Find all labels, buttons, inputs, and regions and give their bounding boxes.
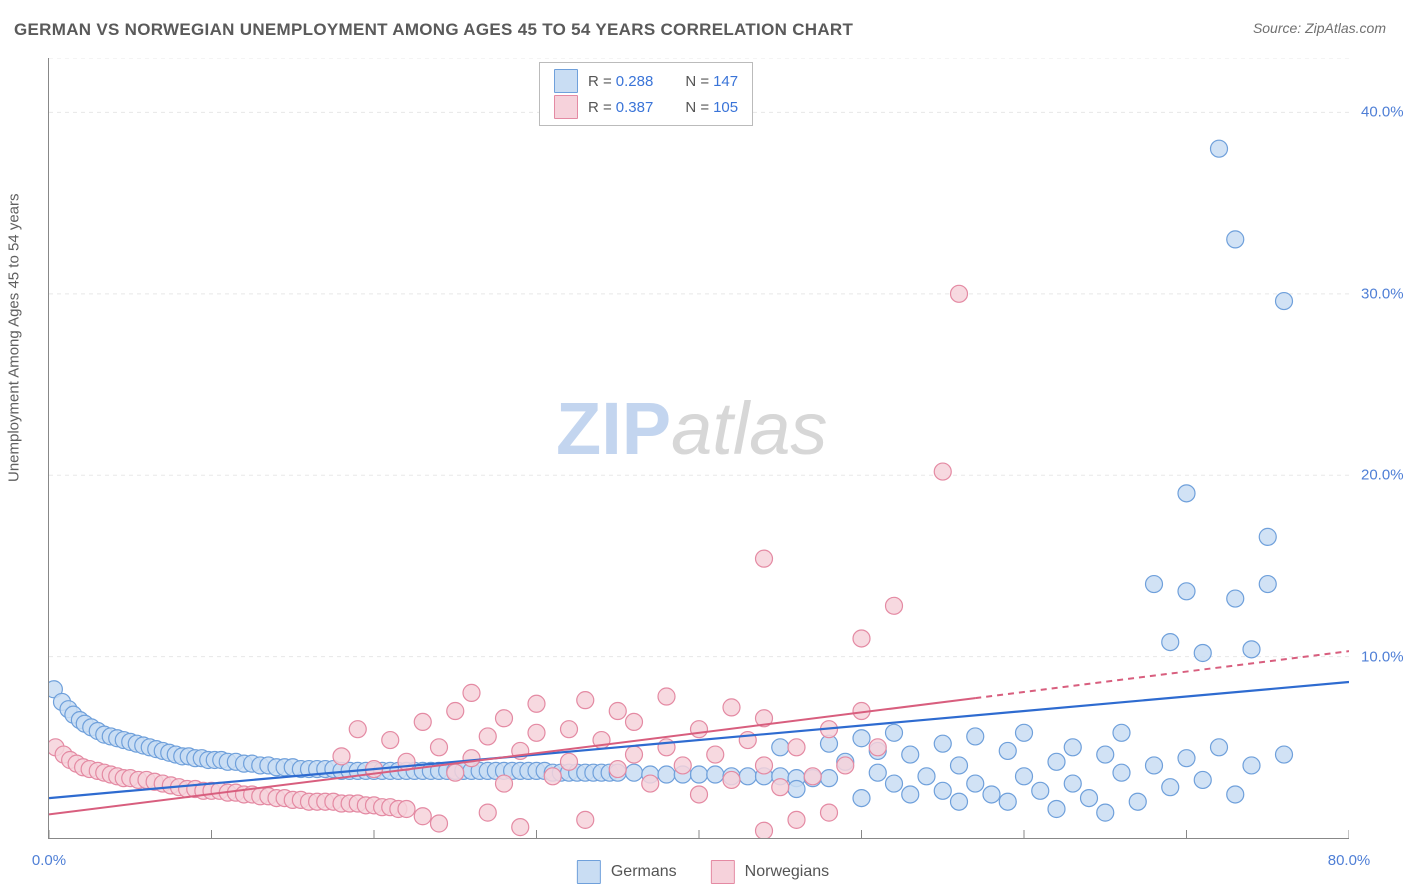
chart-title: GERMAN VS NORWEGIAN UNEMPLOYMENT AMONG A… xyxy=(14,20,853,40)
legend-label: Germans xyxy=(611,863,677,881)
legend-item: Norwegians xyxy=(711,860,829,884)
source-value: ZipAtlas.com xyxy=(1305,20,1386,36)
y-tick-label: 10.0% xyxy=(1361,648,1404,665)
legend-swatch xyxy=(554,95,578,119)
legend-n: N =147 xyxy=(685,73,738,90)
y-axis-label: Unemployment Among Ages 45 to 54 years xyxy=(6,193,23,482)
legend-n: N =105 xyxy=(685,99,738,116)
legend-r: R =0.288 xyxy=(588,73,653,90)
y-tick-label: 20.0% xyxy=(1361,467,1404,484)
source-label: Source: xyxy=(1253,20,1301,36)
y-tick-label: 30.0% xyxy=(1361,285,1404,302)
x-tick-label: 0.0% xyxy=(32,852,66,869)
legend-r: R =0.387 xyxy=(588,99,653,116)
source-attribution: Source: ZipAtlas.com xyxy=(1253,20,1386,36)
legend-stat-row: R =0.288 N =147 xyxy=(554,69,738,93)
correlation-legend: R =0.288 N =147 R =0.387 N =105 xyxy=(539,62,753,126)
legend-label: Norwegians xyxy=(745,863,829,881)
y-tick-label: 40.0% xyxy=(1361,104,1404,121)
x-tick-label: 80.0% xyxy=(1328,852,1371,869)
series-legend: Germans Norwegians xyxy=(577,860,829,884)
legend-stat-row: R =0.387 N =105 xyxy=(554,95,738,119)
legend-item: Germans xyxy=(577,860,677,884)
legend-swatch xyxy=(554,69,578,93)
legend-swatch xyxy=(577,860,601,884)
chart-plot-area: ZIPatlas R =0.288N =147R =0.387N =105 0.… xyxy=(48,58,1349,839)
chart-svg xyxy=(49,58,1349,838)
legend-swatch xyxy=(711,860,735,884)
